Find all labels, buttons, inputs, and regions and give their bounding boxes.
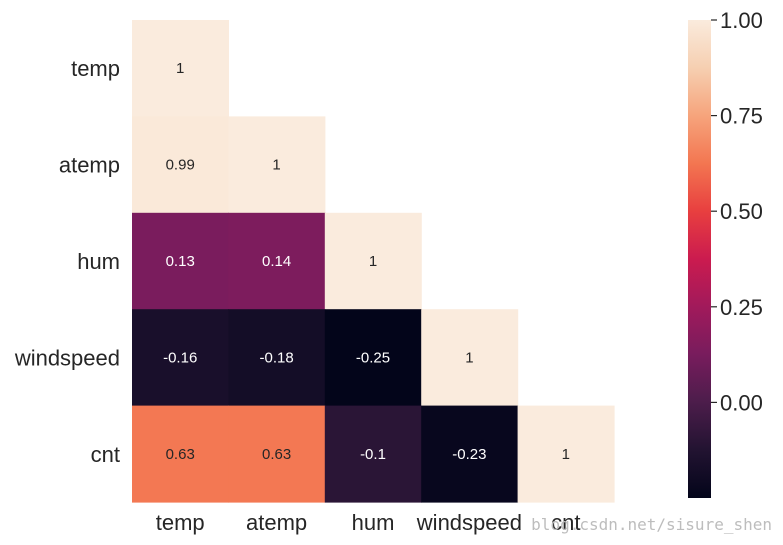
cell-annotation: 0.63 xyxy=(166,446,195,463)
cell-annotation: 1 xyxy=(465,349,473,366)
colorbar-tick-label: 0.25 xyxy=(720,295,763,320)
heatmap-cell-cnt-windspeed xyxy=(421,405,519,503)
cell-annotation: -0.23 xyxy=(452,446,486,463)
x-tick-label-cnt: cnt xyxy=(551,510,580,535)
cell-annotation: 0.63 xyxy=(262,446,291,463)
colorbar-tick-label: 0.00 xyxy=(720,390,763,415)
heatmap-cell-temp-temp xyxy=(132,20,229,117)
cell-annotation: 0.13 xyxy=(166,253,195,270)
colorbar-tick-label: 1.00 xyxy=(720,8,763,33)
y-tick-label-cnt: cnt xyxy=(91,442,120,467)
cell-annotation: 0.14 xyxy=(262,253,291,270)
cell-annotation: 1 xyxy=(176,60,184,77)
x-tick-label-atemp: atemp xyxy=(246,510,307,535)
cell-annotation: -0.25 xyxy=(356,349,390,366)
heatmap-cell-cnt-hum xyxy=(324,405,422,503)
cell-annotation: -0.18 xyxy=(259,349,293,366)
heatmap-cell-cnt-temp xyxy=(132,405,229,503)
y-tick-label-windspeed: windspeed xyxy=(14,345,120,370)
colorbar: 0.00 0.25 0.50 0.75 1.00 xyxy=(688,8,763,498)
cell-annotation: 1 xyxy=(369,253,377,270)
heatmap-cells xyxy=(132,20,615,503)
heatmap-cell-windspeed-hum xyxy=(324,309,422,407)
cell-annotation: 1 xyxy=(562,446,570,463)
heatmap-annotations: 1 0.99 1 0.13 0.14 1 -0.16 -0.18 -0.25 1 0.63 0.63 -… xyxy=(163,60,570,463)
heatmap-cell-cnt-atemp xyxy=(228,405,326,503)
heatmap-cell-hum-atemp xyxy=(228,212,326,310)
colorbar-gradient xyxy=(688,20,711,498)
heatmap-cell-windspeed-windspeed xyxy=(421,309,519,407)
x-axis-tick-labels: temp atemp hum windspeed cnt xyxy=(156,510,581,535)
watermark: blog.csdn.net/sisure_shen xyxy=(531,515,772,534)
heatmap-cell-cnt-cnt xyxy=(517,405,615,503)
heatmap-cell-windspeed-temp xyxy=(132,309,229,407)
x-tick-label-temp: temp xyxy=(156,510,205,535)
colorbar-tick-label: 0.75 xyxy=(720,104,763,129)
x-tick-label-hum: hum xyxy=(352,510,395,535)
cell-annotation: -0.1 xyxy=(360,446,386,463)
y-axis-tick-labels: temp atemp hum windspeed cnt xyxy=(14,56,120,467)
heatmap-cell-atemp-temp xyxy=(132,116,229,214)
colorbar-tick-label: 0.50 xyxy=(720,199,763,224)
cell-annotation: 0.99 xyxy=(166,157,195,174)
heatmap-cell-hum-temp xyxy=(132,212,229,310)
y-tick-label-hum: hum xyxy=(77,249,120,274)
y-tick-label-atemp: atemp xyxy=(59,153,120,178)
heatmap-cell-hum-hum xyxy=(324,212,422,310)
cell-annotation: -0.16 xyxy=(163,349,197,366)
heatmap-cell-atemp-atemp xyxy=(228,116,326,214)
y-tick-label-temp: temp xyxy=(71,56,120,81)
cell-annotation: 1 xyxy=(272,157,280,174)
x-tick-label-windspeed: windspeed xyxy=(416,510,522,535)
heatmap-cell-windspeed-atemp xyxy=(228,309,326,407)
